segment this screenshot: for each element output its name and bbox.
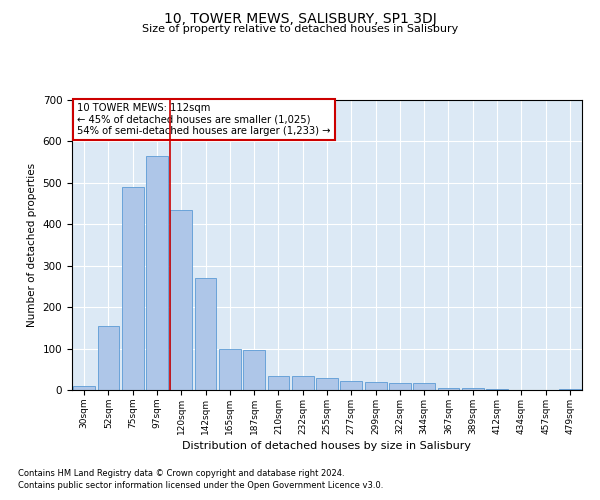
Bar [413,384,435,390]
Text: Contains HM Land Registry data © Crown copyright and database right 2024.: Contains HM Land Registry data © Crown c… [18,468,344,477]
Bar [97,326,119,390]
Bar [316,378,338,390]
Bar [486,389,508,390]
Text: 10, TOWER MEWS, SALISBURY, SP1 3DJ: 10, TOWER MEWS, SALISBURY, SP1 3DJ [164,12,436,26]
Text: Contains public sector information licensed under the Open Government Licence v3: Contains public sector information licen… [18,481,383,490]
Bar [559,389,581,390]
Bar [462,388,484,390]
Bar [268,376,289,390]
Bar [365,382,386,390]
Text: 10 TOWER MEWS: 112sqm
← 45% of detached houses are smaller (1,025)
54% of semi-d: 10 TOWER MEWS: 112sqm ← 45% of detached … [77,103,331,136]
Bar [243,350,265,390]
Bar [122,187,143,390]
X-axis label: Distribution of detached houses by size in Salisbury: Distribution of detached houses by size … [182,441,472,451]
Bar [219,348,241,390]
Bar [146,156,168,390]
Bar [340,381,362,390]
Bar [194,278,217,390]
Bar [73,386,95,390]
Bar [389,382,411,390]
Y-axis label: Number of detached properties: Number of detached properties [27,163,37,327]
Text: Size of property relative to detached houses in Salisbury: Size of property relative to detached ho… [142,24,458,34]
Bar [170,210,192,390]
Bar [437,388,460,390]
Bar [292,376,314,390]
